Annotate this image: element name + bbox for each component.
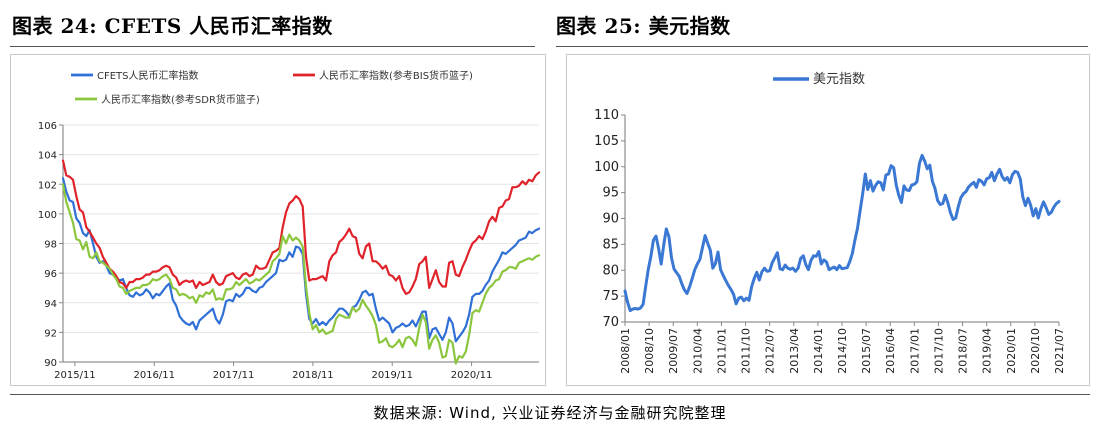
source-rule bbox=[10, 394, 1090, 395]
x-tick-label: 2010/04 bbox=[691, 328, 704, 374]
x-tick-label: 2017/01 bbox=[908, 328, 921, 374]
y-tick-label: 105 bbox=[594, 134, 619, 149]
legend-label: 人民币汇率指数(参考BIS货币篮子) bbox=[319, 69, 473, 82]
x-tick-label: 2016/04 bbox=[884, 328, 897, 374]
y-tick-label: 80 bbox=[602, 263, 619, 278]
x-tick-label: 2016/11 bbox=[133, 370, 175, 381]
x-tick-label: 2013/04 bbox=[788, 328, 801, 374]
x-tick-label: 2015/07 bbox=[860, 328, 873, 374]
x-tick-label: 2019/04 bbox=[981, 328, 994, 374]
legend-label: CFETS人民币汇率指数 bbox=[97, 69, 199, 82]
y-tick-label: 104 bbox=[38, 151, 57, 162]
y-tick-label: 100 bbox=[594, 160, 619, 175]
series-line-1 bbox=[61, 159, 541, 295]
cfets-chart-panel: 106 104 102 100 98 96 94 92 90 2015/11 2016/11 2017… bbox=[10, 54, 546, 386]
y-tick-label: 102 bbox=[38, 180, 57, 191]
y-tick-label: 94 bbox=[44, 299, 57, 310]
y-tick-label: 90 bbox=[44, 358, 57, 369]
series-line-2 bbox=[61, 183, 541, 365]
x-tick-label: 2008/10 bbox=[643, 328, 656, 374]
x-tick-label: 2015/11 bbox=[54, 370, 96, 381]
series-line-0 bbox=[623, 153, 1061, 313]
legend-label: 美元指数 bbox=[813, 72, 865, 87]
series-line-0 bbox=[61, 177, 541, 343]
x-tick-label: 2021/07 bbox=[1053, 328, 1066, 374]
y-tick-label: 70 bbox=[602, 315, 619, 330]
x-tick-label: 2020/01 bbox=[1005, 328, 1018, 374]
y-tick-label: 98 bbox=[44, 240, 57, 251]
x-tick-label: 2020/11 bbox=[451, 370, 493, 381]
x-tick-label: 2014/10 bbox=[836, 328, 849, 374]
usd-chart-panel: 110 105 100 95 90 85 80 75 70 2008/01 2008/10 2009/… bbox=[566, 54, 1090, 386]
y-tick-label: 100 bbox=[38, 210, 57, 221]
x-tick-label: 2011/10 bbox=[740, 328, 753, 374]
x-tick-label: 2014/01 bbox=[812, 328, 825, 374]
x-tick-label: 2008/01 bbox=[619, 328, 632, 374]
x-tick-label: 2011/01 bbox=[715, 328, 728, 374]
right-chart-title: 图表 25: 美元指数 bbox=[556, 14, 731, 38]
y-tick-label: 92 bbox=[44, 328, 57, 339]
y-tick-label: 106 bbox=[38, 121, 57, 132]
x-tick-label: 2020/10 bbox=[1029, 328, 1042, 374]
y-tick-label: 96 bbox=[44, 269, 57, 280]
left-title-rule bbox=[10, 46, 535, 47]
y-tick-label: 95 bbox=[602, 186, 619, 201]
source-note: 数据来源: Wind, 兴业证券经济与金融研究院整理 bbox=[373, 404, 727, 422]
right-title-rule bbox=[556, 46, 1088, 47]
x-tick-label: 2017/11 bbox=[213, 370, 255, 381]
y-tick-label: 85 bbox=[602, 237, 619, 252]
x-tick-label: 2009/07 bbox=[667, 328, 680, 374]
x-tick-label: 2019/11 bbox=[371, 370, 413, 381]
y-tick-label: 90 bbox=[602, 212, 619, 227]
x-tick-label: 2018/07 bbox=[957, 328, 970, 374]
x-tick-label: 2017/10 bbox=[932, 328, 945, 374]
y-tick-label: 110 bbox=[594, 108, 619, 123]
y-tick-label: 75 bbox=[602, 289, 619, 304]
x-tick-label: 2012/07 bbox=[764, 328, 777, 374]
x-tick-label: 2018/11 bbox=[292, 370, 334, 381]
left-chart-title: 图表 24: CFETS 人民币汇率指数 bbox=[12, 14, 333, 38]
legend-label: 人民币汇率指数(参考SDR货币篮子) bbox=[101, 93, 260, 106]
